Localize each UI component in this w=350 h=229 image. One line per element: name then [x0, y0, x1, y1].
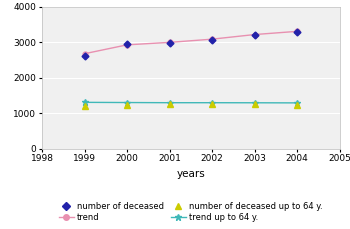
Legend: number of deceased, trend, number of deceased up to 64 y., trend up to 64 y.: number of deceased, trend, number of dec…	[55, 199, 326, 226]
X-axis label: years: years	[176, 169, 205, 179]
